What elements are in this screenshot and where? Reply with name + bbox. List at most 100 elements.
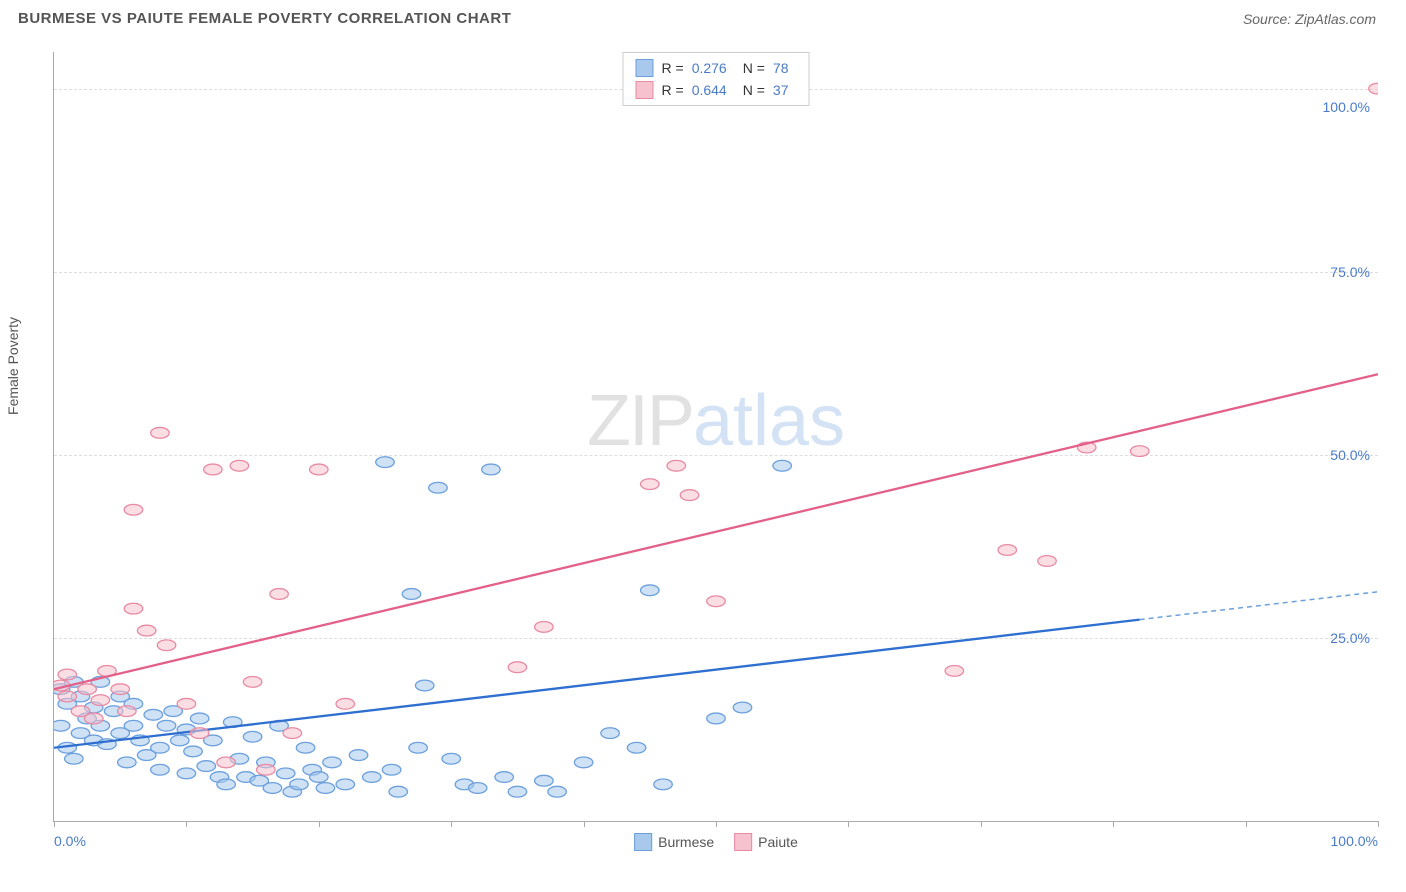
data-point: [376, 457, 395, 468]
data-point: [217, 757, 236, 768]
data-point: [654, 779, 673, 790]
correlation-legend: R = 0.276 N = 78 R = 0.644 N = 37: [623, 52, 810, 106]
data-point: [998, 545, 1017, 556]
data-point: [124, 720, 143, 731]
data-point: [310, 464, 329, 475]
plot-region: ZIPatlas R =0.276N =78R =0.644N =37 Burm…: [53, 52, 1378, 822]
legend-n-value: 37: [773, 82, 789, 98]
data-point: [144, 709, 163, 720]
data-point: [733, 702, 752, 713]
data-point: [290, 779, 309, 790]
data-point: [91, 695, 110, 706]
data-point: [349, 750, 368, 761]
data-point: [111, 684, 130, 695]
legend-swatch: [636, 81, 654, 99]
data-point: [402, 589, 421, 600]
data-point: [118, 757, 137, 768]
chart-title: BURMESE VS PAIUTE FEMALE POVERTY CORRELA…: [18, 10, 511, 27]
data-point: [680, 490, 699, 501]
data-point: [945, 665, 964, 676]
data-point: [197, 761, 216, 772]
data-point: [707, 596, 726, 607]
x-tick: [716, 821, 717, 827]
data-point: [243, 676, 262, 687]
data-point: [137, 625, 156, 636]
x-tick: [848, 821, 849, 827]
data-point: [409, 742, 428, 753]
data-point: [535, 622, 554, 633]
data-point: [707, 713, 726, 724]
data-point: [276, 768, 295, 779]
data-point: [157, 720, 176, 731]
data-point: [508, 662, 527, 673]
x-tick: [981, 821, 982, 827]
data-point: [78, 684, 97, 695]
data-point: [601, 728, 620, 739]
data-point: [151, 427, 170, 438]
data-point: [627, 742, 646, 753]
x-tick: [1378, 821, 1379, 827]
legend-r-value: 0.644: [692, 82, 727, 98]
data-point: [58, 669, 77, 680]
data-point: [336, 698, 355, 709]
data-point: [184, 746, 203, 757]
data-point: [204, 464, 223, 475]
data-point: [316, 783, 335, 794]
series-legend: Burmese Paiute: [634, 833, 798, 851]
data-point: [296, 742, 315, 753]
legend-n-value: 78: [773, 60, 789, 76]
data-point: [548, 786, 567, 797]
chart-area: Female Poverty ZIPatlas R =0.276N =78R =…: [18, 40, 1388, 872]
legend-n-prefix: N =: [743, 60, 765, 76]
x-tick: [451, 821, 452, 827]
series-name: Paiute: [758, 834, 798, 850]
legend-n-prefix: N =: [743, 82, 765, 98]
data-point: [118, 706, 137, 717]
trend-line: [54, 620, 1140, 748]
trend-line-extension: [1140, 592, 1378, 620]
data-point: [442, 753, 461, 764]
data-point: [190, 713, 209, 724]
source-label: Source: ZipAtlas.com: [1243, 11, 1376, 27]
series-name: Burmese: [658, 834, 714, 850]
data-point: [641, 479, 660, 490]
data-point: [535, 775, 554, 786]
data-point: [217, 779, 236, 790]
legend-r-prefix: R =: [662, 82, 684, 98]
data-point: [58, 691, 77, 702]
x-tick: [54, 821, 55, 827]
data-point: [54, 720, 70, 731]
series-legend-item: Paiute: [734, 833, 798, 851]
data-point: [230, 460, 249, 471]
data-point: [283, 728, 302, 739]
plot-svg: [54, 52, 1378, 821]
series-legend-item: Burmese: [634, 833, 714, 851]
x-tick: [1246, 821, 1247, 827]
data-point: [468, 783, 487, 794]
x-tick: [319, 821, 320, 827]
data-point: [482, 464, 501, 475]
data-point: [508, 786, 527, 797]
data-point: [323, 757, 342, 768]
legend-r-prefix: R =: [662, 60, 684, 76]
data-point: [310, 772, 329, 783]
legend-r-value: 0.276: [692, 60, 727, 76]
data-point: [190, 728, 209, 739]
data-point: [415, 680, 434, 691]
data-point: [151, 764, 170, 775]
data-point: [124, 603, 143, 614]
data-point: [243, 731, 262, 742]
data-point: [495, 772, 514, 783]
y-axis-label: Female Poverty: [5, 317, 21, 415]
x-tick: [186, 821, 187, 827]
data-point: [362, 772, 381, 783]
data-point: [382, 764, 401, 775]
data-point: [263, 783, 282, 794]
data-point: [171, 735, 190, 746]
data-point: [177, 768, 196, 779]
data-point: [157, 640, 176, 651]
data-point: [429, 482, 448, 493]
legend-swatch: [634, 833, 652, 851]
data-point: [773, 460, 792, 471]
data-point: [1130, 446, 1149, 457]
